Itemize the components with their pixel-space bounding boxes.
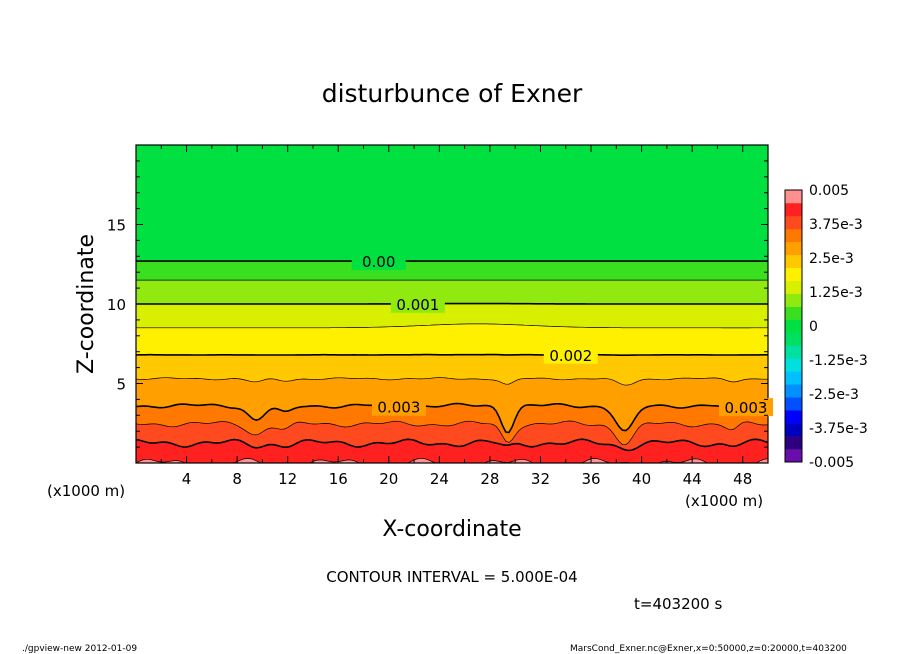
color-band — [136, 129, 768, 145]
color-band — [136, 129, 768, 145]
x-axis-ticks: 4 8 12 16 20 24 28 32 36 40 44 48 — [160, 145, 752, 488]
colorbar-swatch — [785, 423, 802, 437]
colorbar-swatch — [785, 358, 802, 372]
color-band — [136, 129, 768, 145]
colorbar-swatch — [785, 215, 802, 230]
colorbar-swatch — [785, 332, 802, 346]
colorbar-label: -2.5e-3 — [809, 387, 859, 403]
x-tick-label: 8 — [232, 470, 242, 488]
color-band — [136, 129, 768, 145]
colorbar-swatch — [785, 306, 802, 320]
contour-label: 0.003 — [377, 399, 420, 417]
colorbar-swatch — [785, 345, 802, 359]
colorbar-label: 3.75e-3 — [809, 217, 863, 233]
colorbar-swatch — [785, 397, 802, 411]
colorbar-label: -0.005 — [809, 455, 854, 471]
colorbar-swatch — [785, 384, 802, 398]
contour-label: 0.001 — [396, 296, 439, 314]
colorbar-swatch — [785, 371, 802, 385]
contour-line — [136, 420, 768, 446]
x-axis-label: X-coordinate — [382, 517, 521, 542]
colorbar-label: 1.25e-3 — [809, 285, 863, 301]
contour-line — [136, 402, 768, 434]
contour-label: 0.002 — [549, 347, 592, 365]
y-tick-label: 5 — [116, 376, 126, 394]
color-band — [136, 129, 768, 145]
x-tick-label: 16 — [329, 470, 348, 488]
colorbar-swatch — [785, 202, 802, 217]
colorbar-swatch — [785, 228, 802, 243]
colorbar-swatch — [785, 436, 802, 450]
contour-label: 0.00 — [362, 253, 395, 271]
time-text: t=403200 s — [634, 595, 722, 613]
colorbar-swatch — [785, 267, 802, 281]
color-band — [136, 129, 768, 145]
color-band — [136, 129, 768, 145]
colorbar-swatch — [785, 319, 802, 333]
x-tick-label: 12 — [278, 470, 297, 488]
colorbar-swatch — [785, 254, 802, 269]
colorbar-swatch — [785, 410, 802, 424]
footer-left: ./gpview-new 2012-01-09 — [22, 644, 137, 654]
color-band — [136, 145, 768, 262]
x-unit-label: (x1000 m) — [685, 492, 763, 510]
contour-line — [136, 323, 768, 329]
contour-label-bg — [371, 397, 426, 416]
contour-line — [136, 438, 768, 452]
colorbar-swatch — [785, 449, 802, 463]
color-band — [136, 129, 768, 145]
colorbar — [784, 189, 803, 463]
x-tick-label: 40 — [632, 470, 651, 488]
x-tick-label: 44 — [683, 470, 702, 488]
y-axis-label: Z-coordinate — [74, 234, 99, 374]
x-tick-label: 24 — [430, 470, 449, 488]
y-unit-label: (x1000 m) — [47, 482, 125, 500]
colorbar-label: 0.005 — [809, 183, 849, 199]
colorbar-labels: 0.005 3.75e-3 2.5e-3 1.25e-3 0 -1.25e-3 -2.5e-… — [809, 183, 868, 471]
contour-label-bg — [719, 398, 773, 417]
x-tick-label: 48 — [733, 470, 752, 488]
y-tick-label: 10 — [107, 296, 126, 314]
chart-title: disturbunce of Exner — [322, 79, 583, 108]
contour-label-bg — [390, 294, 445, 313]
footer-right: MarsCond_Exner.nc@Exner,x=0:50000,z=0:20… — [570, 644, 847, 654]
color-band — [136, 129, 768, 145]
colorbar-swatch — [785, 280, 802, 294]
colorbar-swatch — [785, 190, 802, 204]
contour-labels: 0.00 0.001 0.002 0.003 0.003 — [351, 252, 773, 417]
y-tick-label: 15 — [107, 217, 126, 235]
y-axis-ticks: 5 10 15 — [107, 160, 768, 448]
x-tick-label: 32 — [531, 470, 550, 488]
colorbar-swatch — [785, 293, 802, 307]
color-bands — [136, 129, 768, 463]
colorbar-swatch — [785, 241, 802, 256]
x-tick-label: 28 — [480, 470, 499, 488]
colorbar-label: 0 — [809, 319, 818, 335]
colorbar-label: -1.25e-3 — [809, 353, 868, 369]
contour-interval-text: CONTOUR INTERVAL = 5.000E-04 — [326, 568, 577, 586]
plot-area — [136, 129, 768, 463]
color-band — [136, 129, 768, 145]
x-tick-label: 20 — [379, 470, 398, 488]
colorbar-label: 2.5e-3 — [809, 251, 854, 267]
contour-lines — [136, 260, 768, 463]
x-tick-label: 4 — [182, 470, 192, 488]
x-tick-label: 36 — [581, 470, 600, 488]
colorbar-frame — [784, 189, 803, 463]
contour-label-bg — [351, 252, 406, 271]
contour-line — [136, 353, 768, 356]
colorbar-label: -3.75e-3 — [809, 421, 868, 437]
contour-label-bg — [543, 345, 598, 364]
contour-line — [136, 377, 768, 386]
contour-label: 0.003 — [725, 399, 768, 417]
